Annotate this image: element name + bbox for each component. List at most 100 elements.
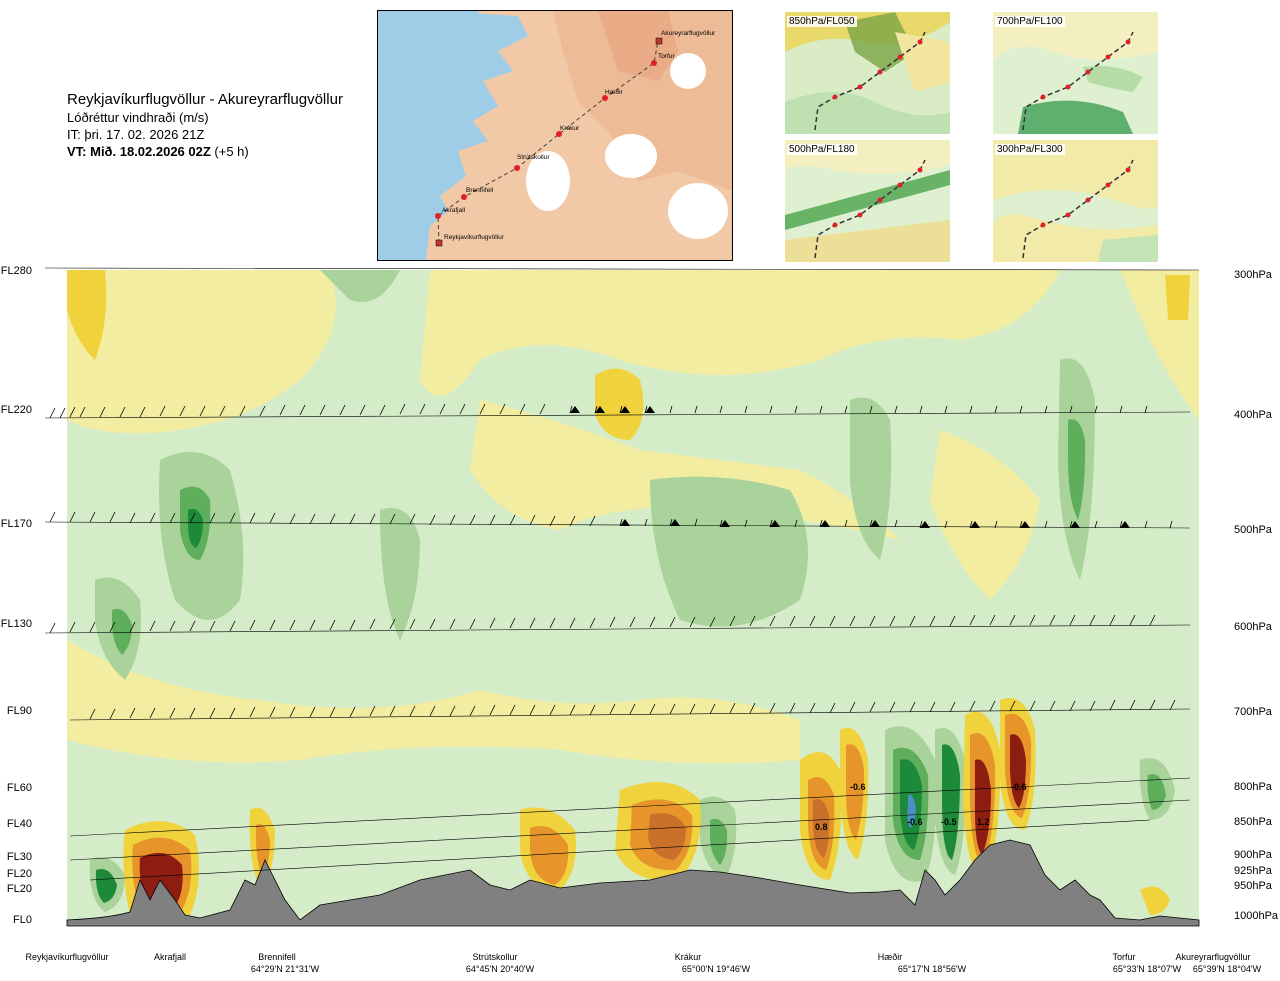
location-name: Brennifell xyxy=(258,952,296,962)
flight-level-axis: FL280 FL220 FL170 FL130 FL90 FL60 FL40 F… xyxy=(1,265,32,926)
terrain-profile xyxy=(66,839,1200,927)
downdraft-core xyxy=(112,609,132,655)
hpa-tick-label: 700hPa xyxy=(1234,706,1273,718)
hpa-tick-label: 925hPa xyxy=(1234,865,1273,877)
downdraft-core xyxy=(95,869,117,903)
updraft-max xyxy=(139,852,183,905)
location-name: Torfur xyxy=(1112,952,1135,962)
annotation-value: -0.5 xyxy=(941,817,957,827)
location-coord: 65°39'N 18°04'W xyxy=(1193,964,1262,974)
fl-tick-label: FL90 xyxy=(7,705,32,717)
location-name: Akrafjall xyxy=(154,952,186,962)
hpa-tick-label: 1000hPa xyxy=(1234,910,1279,922)
downdraft-core xyxy=(1068,419,1086,520)
thumbnail-500hpa[interactable]: 500hPa/FL180 xyxy=(785,140,950,262)
updraft-area xyxy=(930,430,1040,600)
wind-barbs xyxy=(49,403,1176,720)
fl-tick-label: FL220 xyxy=(1,404,32,416)
annotation-value: -0.6 xyxy=(850,782,866,792)
downdraft-core xyxy=(1147,774,1166,810)
hpa-tick-label: 500hPa xyxy=(1234,524,1273,536)
updraft-core xyxy=(1140,886,1170,915)
fl-tick-label: FL40 xyxy=(7,818,32,830)
vertical-wind-field xyxy=(67,270,1199,926)
downdraft-core xyxy=(188,508,203,548)
hpa-tick-label: 850hPa xyxy=(1234,816,1273,828)
hpa-tick-label: 800hPa xyxy=(1234,781,1273,793)
downdraft-core xyxy=(710,818,728,865)
issue-time: IT: þri. 17. 02. 2026 21Z xyxy=(67,127,205,142)
fl-tick-label: FL60 xyxy=(7,782,32,794)
map-label-reykjavik: Reykjavíkurflugvöllur xyxy=(444,234,505,241)
location-axis: Reykjavíkurflugvöllur Akrafjall Brennife… xyxy=(25,952,1261,974)
wind-pennants xyxy=(570,406,1130,528)
updraft-core xyxy=(1165,275,1190,320)
thumbnail-label: 850hPa/FL050 xyxy=(787,16,857,27)
hpa-tick-label: 900hPa xyxy=(1234,849,1273,861)
downdraft-extreme xyxy=(907,794,916,828)
location-name: Krákur xyxy=(675,952,702,962)
map-label-haedir: Hæðir xyxy=(605,88,624,96)
location-coord: 64°45'N 20°40'W xyxy=(466,964,535,974)
fl-tick-label: FL20 xyxy=(7,883,32,895)
map-label-akureyri: Akureyrarflugvöllur xyxy=(661,30,716,37)
thumbnail-label: 300hPa/FL300 xyxy=(995,144,1065,155)
downdraft-area xyxy=(320,270,400,302)
location-coord: 65°17'N 18°56'W xyxy=(898,964,967,974)
valid-time-offset: (+5 h) xyxy=(214,144,249,159)
updraft-core xyxy=(648,813,686,860)
route-title: Reykjavíkurflugvöllur - Akureyrarflugvöl… xyxy=(67,91,343,108)
updraft-max xyxy=(974,759,991,855)
hpa-tick-label: 950hPa xyxy=(1234,880,1273,892)
location-coord: 65°00'N 19°46'W xyxy=(682,964,751,974)
location-name: Strútskollur xyxy=(472,952,517,962)
route-map: Akureyrarflugvöllur Torfur Hæðir Krákur … xyxy=(377,10,733,261)
thumbnail-850hpa[interactable]: 850hPa/FL050 xyxy=(785,12,950,134)
fl-tick-label: FL30 xyxy=(7,851,32,863)
glacier-icon xyxy=(605,134,657,178)
map-label-krakur: Krákur xyxy=(560,125,580,132)
updraft-area xyxy=(67,640,800,764)
fl-tick-label: FL20 xyxy=(7,868,32,880)
downdraft-area xyxy=(650,476,808,627)
thumbnail-label: 700hPa/FL100 xyxy=(995,16,1065,27)
location-name: Reykjavíkurflugvöllur xyxy=(25,952,108,962)
thumbnail-700hpa[interactable]: 700hPa/FL100 xyxy=(993,12,1158,134)
updraft-max xyxy=(1010,734,1026,808)
thumbnail-300hpa[interactable]: 300hPa/FL300 xyxy=(993,140,1158,262)
map-label-akrafjall: Akrafjall xyxy=(442,207,466,214)
updraft-core xyxy=(595,368,644,440)
variable-title: Lóðréttur vindhraði (m/s) xyxy=(67,110,209,125)
valid-time: VT: Mið. 18.02.2026 02Z (+5 h) xyxy=(67,143,343,160)
valid-time-date: VT: Mið. 18.02.2026 02Z xyxy=(67,144,211,159)
chart-title-block: Reykjavíkurflugvöllur - Akureyrarflugvöl… xyxy=(67,90,343,160)
route-map-svg: Akureyrarflugvöllur Torfur Hæðir Krákur … xyxy=(378,11,732,260)
updraft-core xyxy=(67,270,107,360)
map-label-brennifell: Brennifell xyxy=(466,187,494,194)
updraft-area xyxy=(67,270,336,434)
annotation-value: 1.2 xyxy=(977,817,990,827)
hpa-tick-label: 300hPa xyxy=(1234,269,1273,281)
location-name: Hæðir xyxy=(878,952,903,962)
fl-tick-label: FL170 xyxy=(1,518,32,530)
updraft-area xyxy=(420,270,1060,396)
fl-tick-label: FL0 xyxy=(13,914,32,926)
fl-tick-label: FL130 xyxy=(1,618,32,630)
wind-barb-lines xyxy=(44,267,1200,881)
pressure-level-axis: 300hPa 400hPa 500hPa 600hPa 700hPa 800hP… xyxy=(1234,269,1279,922)
updraft-core xyxy=(846,744,864,840)
map-label-strutskollur: Strútskollur xyxy=(517,154,550,161)
annotation-value: -0.6 xyxy=(907,817,923,827)
downdraft-area xyxy=(380,508,420,640)
route-line xyxy=(437,40,659,244)
value-annotations: -0.6 -0.6 -0.6 -0.5 1.2 0.8 xyxy=(815,782,1027,832)
hpa-tick-label: 600hPa xyxy=(1234,621,1273,633)
hpa-tick-label: 400hPa xyxy=(1234,409,1273,421)
map-label-torfur: Torfur xyxy=(658,53,675,60)
thumbnail-label: 500hPa/FL180 xyxy=(787,144,857,155)
location-coord: 65°33'N 18°07'W xyxy=(1113,964,1182,974)
downdraft-area xyxy=(850,397,892,560)
annotation-value: -0.6 xyxy=(1011,782,1027,792)
location-coord: 64°29'N 21°31'W xyxy=(251,964,320,974)
